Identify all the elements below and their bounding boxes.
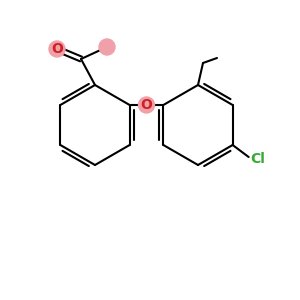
- Circle shape: [49, 41, 65, 57]
- Text: Cl: Cl: [250, 152, 266, 166]
- Text: O: O: [141, 98, 152, 112]
- Circle shape: [99, 39, 115, 55]
- Text: O: O: [51, 42, 63, 56]
- Circle shape: [139, 97, 154, 113]
